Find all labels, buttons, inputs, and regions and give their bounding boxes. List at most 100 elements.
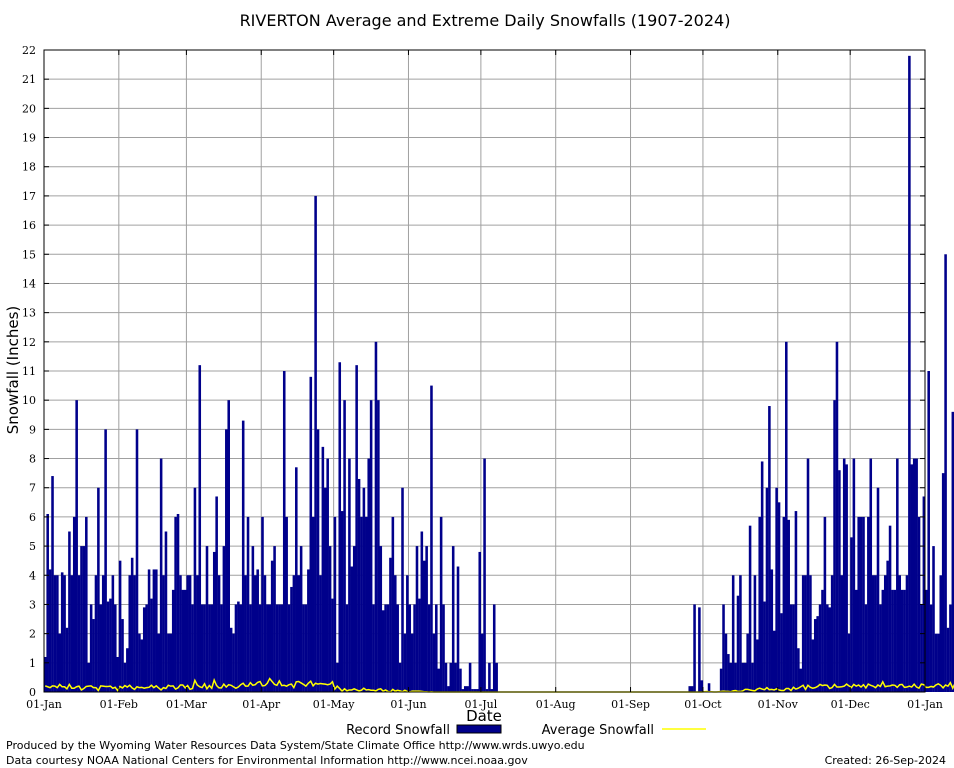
record-bar xyxy=(893,589,897,692)
record-bar xyxy=(729,662,733,692)
record-bar xyxy=(693,604,696,692)
record-bar xyxy=(292,575,296,692)
record-bar xyxy=(133,575,136,692)
record-bar xyxy=(210,604,214,692)
record-bar xyxy=(883,575,887,692)
record-bar xyxy=(722,604,725,692)
record-bar xyxy=(97,487,100,692)
y-tick-label: 8 xyxy=(29,453,36,466)
record-bar xyxy=(367,458,370,692)
record-bar xyxy=(876,487,880,692)
record-bar xyxy=(176,513,180,692)
record-bar xyxy=(869,458,873,692)
record-bar xyxy=(106,601,110,692)
record-bar xyxy=(724,633,728,692)
record-bar xyxy=(949,604,952,692)
record-bar xyxy=(734,662,737,692)
x-tick-label: 01-Jul xyxy=(465,698,498,711)
record-bar xyxy=(741,662,745,692)
record-bar xyxy=(205,546,209,692)
record-bar xyxy=(454,662,457,692)
y-tick-label: 15 xyxy=(22,248,36,261)
record-bar xyxy=(58,633,62,692)
record-bar xyxy=(828,607,832,692)
record-bar xyxy=(377,400,380,692)
record-bar xyxy=(336,662,339,692)
record-bar xyxy=(118,560,122,692)
record-bar xyxy=(232,633,235,692)
record-bar xyxy=(944,254,947,692)
record-bar xyxy=(763,601,766,692)
record-bar xyxy=(222,546,226,692)
record-bar xyxy=(51,476,54,692)
record-bar xyxy=(256,569,259,692)
record-bar xyxy=(299,546,303,692)
record-bar xyxy=(48,569,52,692)
record-bar xyxy=(135,429,139,692)
record-bar xyxy=(365,516,368,692)
record-bar xyxy=(311,516,315,692)
record-bar xyxy=(142,607,146,692)
record-bar xyxy=(82,546,86,692)
record-bar xyxy=(879,604,882,692)
record-bar xyxy=(418,598,421,692)
record-bar xyxy=(777,502,781,692)
chart-title: RIVERTON Average and Extreme Daily Snowf… xyxy=(240,11,731,30)
record-bar xyxy=(384,604,387,692)
record-bar xyxy=(68,531,71,692)
record-bar xyxy=(72,516,76,692)
record-bar xyxy=(821,589,824,692)
record-bar xyxy=(900,589,904,692)
record-bar xyxy=(903,589,906,692)
y-tick-label: 10 xyxy=(22,394,36,407)
record-bar xyxy=(910,464,914,692)
record-bar xyxy=(234,604,238,692)
record-bar xyxy=(422,560,426,692)
y-tick-label: 18 xyxy=(22,161,36,174)
footer-data-courtesy: Data courtesy NOAA National Centers for … xyxy=(6,754,528,767)
record-bar xyxy=(186,575,189,692)
record-bar xyxy=(246,516,250,692)
record-bar xyxy=(386,604,390,692)
record-bar xyxy=(488,662,491,692)
record-bar xyxy=(920,604,923,692)
record-bar xyxy=(111,575,115,692)
record-bar xyxy=(282,371,286,692)
record-bar xyxy=(688,686,692,692)
record-bar xyxy=(707,683,711,692)
record-bar xyxy=(196,575,199,692)
record-bar xyxy=(227,400,230,692)
record-bar xyxy=(859,516,863,692)
x-tick-label: 01-Apr xyxy=(242,698,281,711)
record-bar xyxy=(698,607,701,692)
record-bar xyxy=(285,516,288,692)
record-bar xyxy=(145,604,148,692)
record-bar xyxy=(818,604,822,692)
record-bar xyxy=(338,362,342,692)
record-bar xyxy=(934,633,938,692)
record-bar xyxy=(80,546,83,692)
record-bar xyxy=(263,575,267,692)
record-bar xyxy=(372,604,375,692)
y-tick-label: 21 xyxy=(22,73,36,86)
record-bar xyxy=(485,689,489,692)
record-bar xyxy=(804,575,807,692)
record-bar xyxy=(188,575,192,692)
record-bar xyxy=(811,639,815,692)
record-bar xyxy=(447,686,450,692)
y-tick-label: 0 xyxy=(29,686,36,699)
record-bar xyxy=(473,689,477,692)
y-tick-label: 2 xyxy=(29,628,36,641)
record-bar xyxy=(468,662,472,692)
record-bar xyxy=(466,686,469,692)
record-bar xyxy=(85,516,88,692)
record-bar xyxy=(449,662,453,692)
record-bar xyxy=(941,473,945,692)
record-bar xyxy=(87,662,91,692)
record-bar xyxy=(444,662,448,692)
record-bar xyxy=(700,680,704,692)
record-bar xyxy=(929,604,933,692)
record-bar xyxy=(406,575,409,692)
y-tick-label: 9 xyxy=(29,423,36,436)
record-bar xyxy=(362,487,366,692)
